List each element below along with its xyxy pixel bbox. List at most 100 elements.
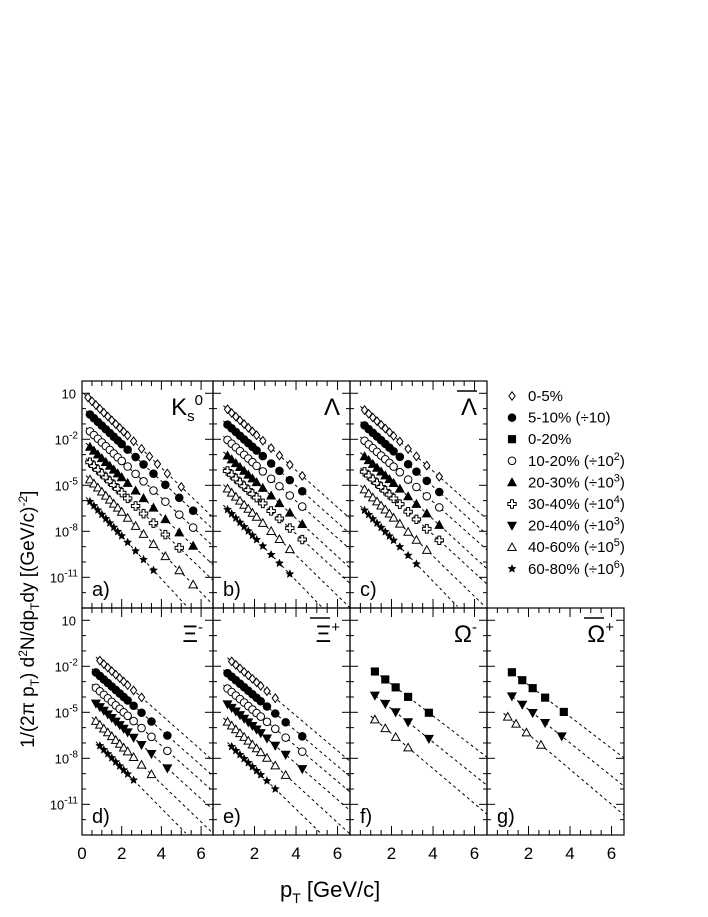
data-point: [174, 510, 184, 519]
panel-letter: b): [223, 579, 241, 601]
data-point: [243, 735, 254, 745]
data-point: [243, 469, 254, 479]
data-point: [423, 734, 434, 744]
data-point: [517, 700, 528, 710]
data-point: [434, 535, 444, 545]
data-point: [275, 481, 284, 491]
data-point: [129, 436, 138, 447]
data-point: [131, 469, 140, 479]
data-point: [251, 743, 262, 753]
data-point: [174, 543, 184, 553]
data-point: [123, 462, 132, 471]
data-point: [506, 692, 517, 702]
fit-curve: [360, 452, 488, 570]
data-point: [122, 746, 133, 756]
data-point: [177, 481, 186, 492]
data-point: [108, 498, 119, 508]
fit-curve: [360, 485, 486, 607]
data-point: [247, 739, 258, 749]
data-point: [222, 450, 233, 460]
fit-curve: [223, 451, 351, 569]
data-point: [148, 502, 159, 512]
data-point: [122, 477, 133, 487]
data-point: [234, 461, 246, 471]
data-point: [261, 734, 273, 744]
data-point: [258, 467, 268, 476]
legend-item: 40-60% (÷105): [506, 537, 625, 556]
data-point: [274, 513, 285, 524]
y-tick-label: 10-8: [55, 749, 79, 766]
data-point: [285, 523, 295, 533]
panel-letter: e): [223, 806, 241, 828]
data-point: [146, 769, 157, 779]
data-point: [266, 506, 276, 516]
data-point: [384, 508, 395, 518]
data-point: [423, 460, 431, 471]
data-point: [389, 430, 398, 441]
data-point: [227, 508, 237, 518]
data-point: [116, 472, 127, 482]
data-point: [234, 727, 246, 738]
data-point: [104, 494, 115, 504]
data-point: [256, 680, 265, 691]
data-point: [258, 451, 268, 461]
data-point: [274, 533, 285, 544]
x-axis-label-unit: [GeV/c]: [301, 877, 380, 902]
data-point: [359, 484, 370, 494]
data-point: [119, 676, 128, 687]
data-point: [252, 461, 261, 471]
legend-item: 20-30% (÷103): [506, 472, 625, 491]
data-point: [507, 456, 517, 466]
data-point: [280, 769, 291, 779]
data-point: [359, 451, 370, 461]
data-point: [118, 742, 129, 752]
data-point: [128, 751, 139, 762]
data-point: [528, 684, 537, 693]
data-point: [149, 486, 158, 495]
fit-curve: [360, 467, 488, 585]
data-point: [137, 708, 146, 718]
data-point: [506, 521, 518, 531]
data-point: [385, 427, 394, 438]
data-point: [251, 765, 262, 775]
y-label-part-8: ]: [18, 491, 39, 496]
legend-label: 0-5%: [528, 388, 563, 405]
data-point: [94, 719, 105, 729]
data-point: [100, 490, 111, 500]
legend-item: 10-20% (÷102): [507, 451, 625, 470]
data-point: [244, 422, 253, 433]
data-point: [117, 439, 126, 449]
y-label-part-2: ) d: [18, 657, 39, 679]
legend-item: 60-80% (÷106): [507, 559, 625, 578]
data-point: [92, 482, 103, 492]
panel-frame: [486, 607, 625, 836]
y-tick-label: 10-2: [55, 657, 79, 674]
data-point: [266, 459, 276, 468]
data-point: [138, 508, 149, 519]
data-point: [145, 451, 154, 462]
data-point: [395, 499, 405, 509]
x-tick-label: 2: [524, 844, 533, 863]
data-point: [244, 670, 253, 681]
data-point: [129, 685, 138, 696]
data-point: [284, 507, 295, 517]
data-point: [367, 492, 378, 502]
data-point: [297, 518, 308, 529]
data-point: [256, 769, 266, 779]
data-point: [163, 731, 172, 740]
data-point: [243, 526, 253, 535]
fit-curve: [227, 742, 322, 835]
data-point: [112, 468, 123, 478]
data-point: [396, 436, 404, 447]
data-point: [540, 719, 551, 729]
y-axis-label: 1/(2π pT) d2N/dpTdy [(GeV/c)-2]: [16, 491, 42, 748]
x-tick-label: 6: [470, 844, 479, 863]
fit-curve: [507, 692, 625, 787]
x-tick-label: 2: [117, 844, 126, 863]
data-point: [367, 458, 378, 468]
data-point: [92, 400, 100, 411]
y-tick-label: 10-8: [55, 522, 79, 539]
data-point: [507, 413, 517, 422]
data-point: [257, 517, 268, 527]
data-point: [247, 507, 258, 517]
